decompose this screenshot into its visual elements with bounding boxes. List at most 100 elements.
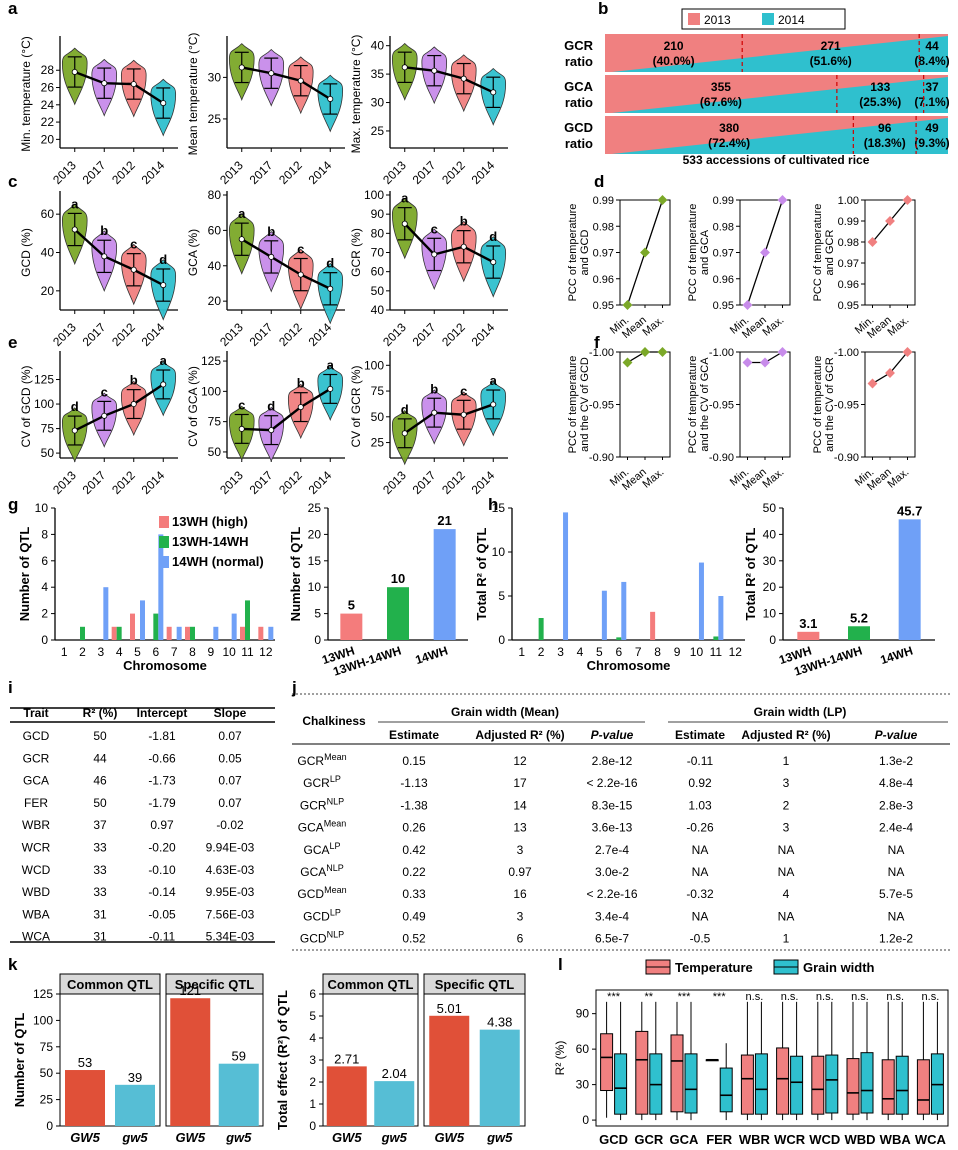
mean-point (401, 220, 408, 227)
y-tick-label: 100 (364, 358, 384, 372)
x-tick-label: FER (706, 1132, 733, 1147)
legend-label: 13WH-14WH (172, 534, 249, 549)
table-cell: 0.52 (402, 932, 426, 946)
x-tick-label: 2 (538, 645, 545, 659)
segment-count: 271 (821, 39, 841, 53)
bar (718, 596, 724, 640)
y-tick-label: 0.98 (838, 237, 859, 249)
x-tick-label: 2012 (276, 320, 305, 349)
x-tick-label: WBR (739, 1132, 771, 1147)
table-cell: NA (888, 865, 905, 879)
table-cell: 3.6e-13 (592, 821, 633, 835)
x-tick-label: 2013 (217, 468, 246, 497)
y-axis-label: GCD (%) (19, 228, 33, 277)
table-cell: < 2.2e-16 (586, 887, 637, 901)
y-tick-label: 20 (208, 294, 222, 308)
y-tick-label: 0 (41, 633, 48, 647)
significance-label: *** (713, 991, 727, 1003)
significance-letter: a (238, 206, 246, 221)
x-tick-label: GW5 (434, 1130, 464, 1145)
mean-point (327, 95, 334, 102)
trait-cell: GCDMean (297, 885, 346, 901)
legend-swatch-2013 (688, 13, 700, 25)
table-header: Slope (214, 706, 247, 720)
y-tick-label: 10 (35, 501, 49, 515)
segment-count: 133 (870, 80, 890, 94)
significance-letter: c (101, 384, 108, 399)
y-tick-label: 1 (309, 1097, 316, 1111)
segment-count: 49 (925, 121, 939, 135)
segment-count: 37 (925, 80, 939, 94)
table-cell: 2.8e-12 (592, 754, 633, 768)
bar (190, 626, 195, 640)
y-tick-label: -0.90 (834, 452, 859, 464)
panel-letter-c: c (8, 172, 17, 191)
x-tick-label: gw5 (381, 1130, 408, 1145)
legend-label: 13WH (high) (172, 514, 248, 529)
bar (130, 613, 135, 640)
bar-2014-fraction (611, 77, 948, 113)
table-cell: GCD (23, 729, 50, 743)
y-tick-label: 0.96 (713, 274, 734, 286)
y-tick-label: 6 (309, 987, 316, 1001)
table-header: R² (%) (83, 706, 118, 720)
segment-count: 96 (878, 121, 892, 135)
significance-letter: b (100, 223, 108, 238)
legend-swatch (159, 516, 169, 528)
box (895, 1055, 909, 1115)
x-tick-label: 2013 (50, 158, 79, 187)
table-cell: -0.66 (148, 751, 176, 765)
bar (268, 626, 274, 640)
data-label: 5.2 (850, 610, 868, 625)
x-tick-label: 2013 (217, 320, 246, 349)
mean-point (297, 77, 304, 84)
x-tick-label: Max. (885, 314, 911, 339)
x-tick-label: 2014 (469, 468, 498, 497)
y-tick-label: 80 (208, 188, 222, 202)
y-tick-label: 50 (763, 501, 777, 515)
x-tick-label: GCR (634, 1132, 664, 1147)
table-cell: 0.07 (218, 774, 242, 788)
mean-point (460, 411, 467, 418)
y-tick-label: 25 (371, 436, 385, 450)
table-cell: 6 (517, 932, 524, 946)
x-tick-label: 2013 (217, 158, 246, 187)
y-tick-label: 75 (40, 1040, 54, 1054)
y-tick-label: 25 (308, 501, 322, 515)
x-tick-label: 6 (615, 645, 622, 659)
table-cell: 3 (783, 821, 790, 835)
y-tick-label: 70 (371, 246, 385, 260)
facet-frame (165, 993, 264, 1127)
significance-label: n.s. (746, 991, 764, 1003)
x-tick-label: GW5 (70, 1130, 100, 1145)
y-tick-label: 28 (41, 63, 55, 77)
table-cell: 9.94E-03 (206, 841, 255, 855)
segment-count: 355 (711, 80, 731, 94)
y-tick-label: -0.95 (834, 400, 859, 412)
violin-chart-c1: 20 40 60 2013 2017 2012 2014 GCD (%) a b c d (19, 191, 178, 349)
mean-trend-line (404, 403, 494, 435)
table-cell: 33 (93, 885, 107, 899)
row-label: GCA (564, 79, 594, 94)
panel-letter-d: d (594, 172, 604, 191)
data-label: 21 (437, 513, 451, 528)
bar (326, 1066, 367, 1126)
table-cell: WCA (22, 930, 50, 944)
table-cell: GCA (23, 774, 49, 788)
data-label: 53 (78, 1055, 92, 1070)
y-tick-label: -0.90 (709, 452, 734, 464)
y-tick-label: 1.00 (838, 195, 859, 207)
bar (538, 618, 544, 640)
y-tick-label: 10 (763, 607, 777, 621)
y-axis-label: Number of QTL (12, 1013, 27, 1108)
table-i: Trait R² (%) Intercept Slope GCD 50 -1.81 0.07 G… (10, 706, 275, 944)
y-tick-label: 0.97 (593, 248, 614, 260)
mean-point (431, 251, 438, 258)
y-tick-label: 8 (41, 527, 48, 541)
table-cell: -1.38 (400, 798, 428, 812)
y-tick-label: 20 (763, 580, 777, 594)
y-tick-label: 100 (34, 397, 54, 411)
significance-label: ** (645, 991, 654, 1003)
